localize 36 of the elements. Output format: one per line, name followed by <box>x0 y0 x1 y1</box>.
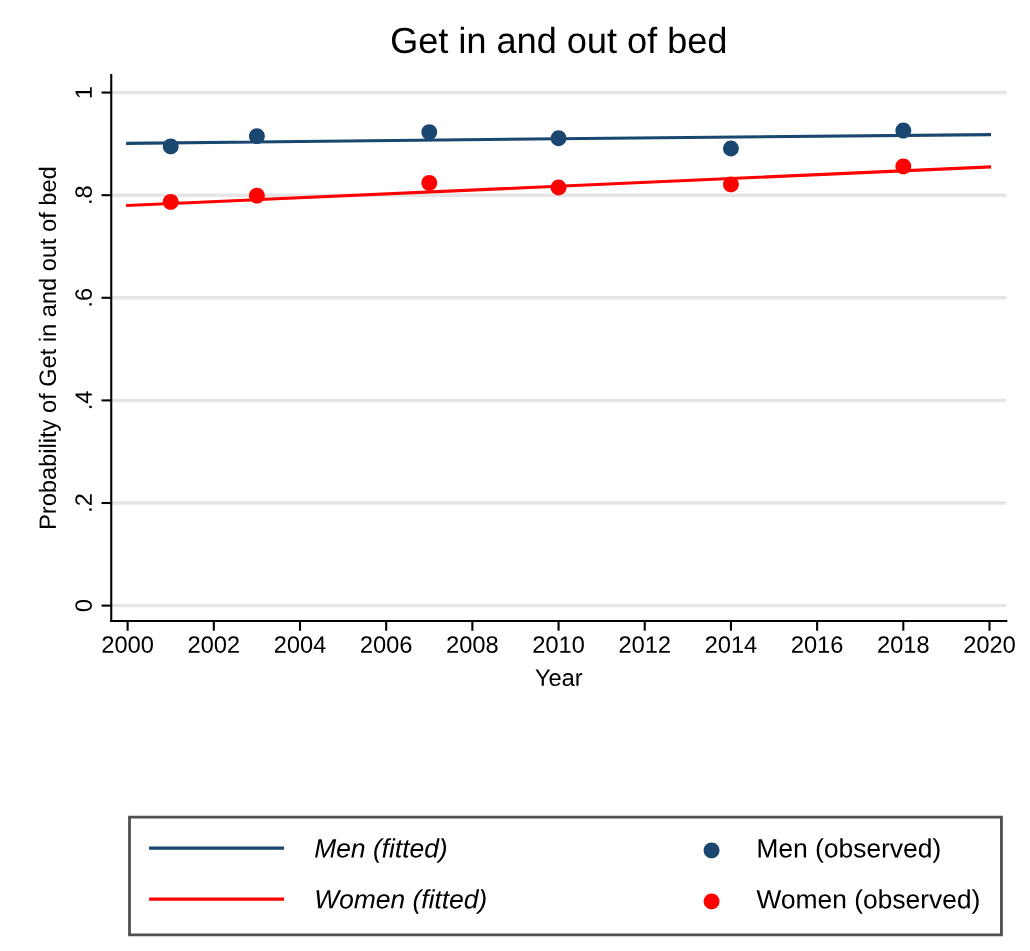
point <box>421 174 438 191</box>
x-tick-label: 2020 <box>964 636 1015 653</box>
y-axis-title: Probability of Get in and out of bed <box>38 167 61 528</box>
legend-label: Women (fitted) <box>316 889 486 914</box>
y-tick-label: 0 <box>75 599 92 612</box>
y-tick-label: .6 <box>75 288 92 306</box>
point <box>248 187 265 204</box>
y-tick-label: .8 <box>75 186 92 203</box>
y-tick-label: 1 <box>75 87 92 98</box>
point <box>723 140 739 157</box>
point <box>162 138 179 155</box>
x-tick-label: 2002 <box>188 636 239 653</box>
y-tick-label: .4 <box>75 391 92 409</box>
x-tick-label: 2018 <box>878 636 929 653</box>
x-tick-label: 2012 <box>619 636 670 653</box>
point <box>895 158 912 175</box>
legend-label: Men (observed) <box>758 838 940 863</box>
legend-label: Men (fitted) <box>315 838 447 863</box>
point <box>895 122 912 139</box>
point <box>162 193 179 210</box>
x-tick-label: 2004 <box>274 636 326 653</box>
x-axis-title: Year <box>535 669 583 687</box>
x-tick-label: 2000 <box>102 636 153 653</box>
x-tick-label: 2014 <box>705 636 757 653</box>
y-tick-label: .2 <box>75 494 92 511</box>
point <box>248 128 265 145</box>
point <box>421 124 438 140</box>
x-tick-label: 2008 <box>447 636 498 653</box>
chart-title: Get in and out of bed <box>391 26 726 54</box>
point <box>550 179 567 196</box>
x-tick-label: 2006 <box>361 636 412 653</box>
point <box>550 130 567 147</box>
point <box>723 176 739 193</box>
x-tick-label: 2010 <box>533 636 584 653</box>
x-tick-label: 2016 <box>792 636 843 653</box>
legend-label: Women (observed) <box>756 889 979 914</box>
